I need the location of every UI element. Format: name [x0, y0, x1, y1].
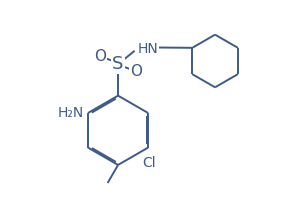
Text: Cl: Cl	[143, 157, 156, 170]
Text: O: O	[94, 48, 106, 64]
Text: H₂N: H₂N	[58, 106, 84, 120]
Text: HN: HN	[138, 42, 159, 55]
Text: S: S	[112, 55, 124, 73]
Text: O: O	[130, 64, 142, 79]
